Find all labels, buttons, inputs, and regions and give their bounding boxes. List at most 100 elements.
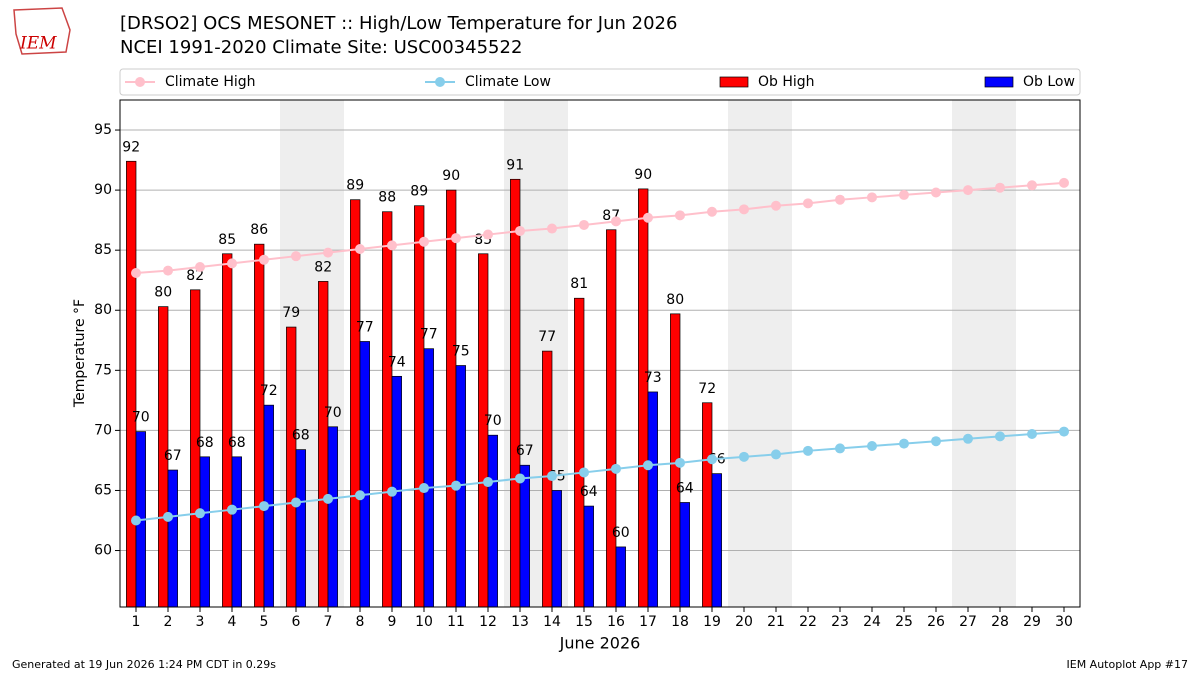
line-marker (131, 515, 141, 526)
data-label: 64 (580, 484, 598, 500)
line-marker (195, 261, 205, 272)
x-tick-label: 25 (895, 614, 913, 630)
line-marker (643, 212, 653, 223)
shaded-day (760, 100, 792, 607)
data-label: 73 (644, 370, 662, 386)
x-tick-label: 17 (639, 614, 657, 630)
x-tick-label: 24 (863, 614, 881, 630)
line-marker (227, 504, 237, 515)
data-label: 79 (282, 305, 300, 321)
line-marker (579, 219, 589, 230)
x-tick-label: 26 (927, 614, 945, 630)
x-tick-label: 8 (356, 614, 365, 630)
line-marker (291, 497, 301, 508)
data-label: 77 (420, 327, 438, 343)
data-label: 89 (346, 178, 364, 194)
chart-subtitle: NCEI 1991-2020 Climate Site: USC00345522 (120, 37, 522, 58)
x-axis-label: June 2026 (559, 634, 641, 653)
legend-swatch (984, 76, 1014, 88)
line-marker (643, 460, 653, 471)
bar (295, 449, 306, 608)
x-tick-label: 13 (511, 614, 529, 630)
line-marker (547, 223, 557, 234)
legend-box (119, 68, 1081, 96)
data-label: 72 (260, 383, 278, 399)
line-marker (1059, 426, 1069, 437)
logo: IEM (13, 7, 71, 55)
bar (638, 188, 649, 608)
bar (487, 434, 498, 608)
line-marker (163, 511, 173, 522)
data-label: 77 (356, 319, 374, 335)
shaded-day (728, 100, 760, 607)
line-marker (739, 204, 749, 215)
line-marker (419, 483, 429, 494)
bar (359, 341, 370, 608)
x-tick-label: 27 (959, 614, 977, 630)
bar (327, 426, 338, 608)
line-marker (387, 486, 397, 497)
data-label: 67 (516, 443, 534, 459)
line-marker (963, 433, 973, 444)
line-marker (259, 254, 269, 265)
line-marker (1027, 180, 1037, 191)
x-tick-label: 7 (324, 614, 333, 630)
line-marker (803, 198, 813, 209)
data-label: 77 (538, 329, 556, 345)
bar (583, 505, 594, 608)
bar (615, 546, 626, 608)
y-tick-label: 75 (94, 362, 112, 378)
bar (350, 199, 361, 608)
x-tick-label: 23 (831, 614, 849, 630)
bar (254, 243, 265, 608)
line-marker (515, 225, 525, 236)
x-tick-label: 3 (196, 614, 205, 630)
data-label: 70 (484, 413, 502, 429)
x-tick-label: 11 (447, 614, 465, 630)
x-tick-label: 18 (671, 614, 689, 630)
data-label: 89 (410, 184, 428, 200)
y-tick-label: 85 (94, 242, 112, 258)
x-tick-label: 30 (1055, 614, 1073, 630)
data-label: 88 (378, 190, 396, 206)
bar (126, 160, 137, 608)
bar (423, 348, 434, 608)
data-label: 90 (442, 168, 460, 184)
legend-marker (435, 77, 445, 87)
bar (574, 297, 585, 608)
line-marker (291, 251, 301, 262)
data-label: 74 (388, 354, 406, 370)
x-tick-label: 22 (799, 614, 817, 630)
data-label: 64 (676, 480, 694, 496)
logo-outline (13, 7, 71, 55)
line-marker (227, 258, 237, 269)
line-marker (483, 229, 493, 240)
bar (286, 326, 297, 608)
line-marker (483, 477, 493, 488)
data-label: 70 (132, 410, 150, 426)
y-tick-label: 90 (94, 182, 112, 198)
bar (551, 490, 562, 608)
line-marker (771, 200, 781, 211)
bar (519, 464, 530, 608)
data-label: 80 (666, 292, 684, 308)
data-label: 85 (218, 232, 236, 248)
line-marker (995, 182, 1005, 193)
line-marker (899, 189, 909, 200)
line-marker (163, 265, 173, 276)
y-tick-label: 70 (94, 422, 112, 438)
bar (606, 229, 617, 608)
plot-frame (119, 99, 1081, 608)
line-marker (803, 445, 813, 456)
line-marker (707, 454, 717, 465)
line-marker (931, 187, 941, 198)
x-tick-label: 28 (991, 614, 1009, 630)
line-marker (675, 457, 685, 468)
data-label: 67 (164, 448, 182, 464)
line-marker (451, 233, 461, 244)
x-tick-label: 9 (388, 614, 397, 630)
footer-right: IEM Autoplot App #17 (1067, 658, 1189, 671)
x-tick-label: 2 (164, 614, 173, 630)
